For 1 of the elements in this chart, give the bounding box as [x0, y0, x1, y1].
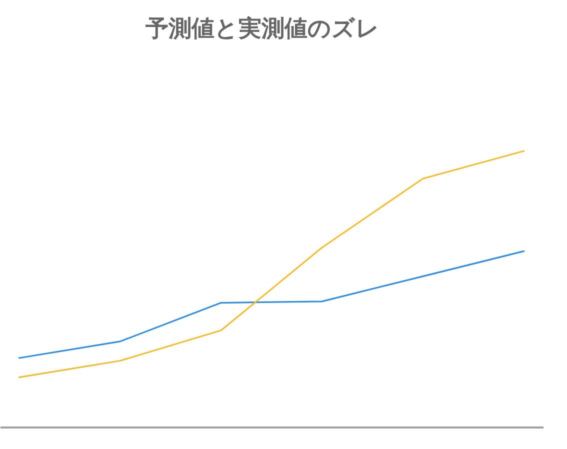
- chart-title: 予測値と実測値のズレ: [144, 15, 380, 42]
